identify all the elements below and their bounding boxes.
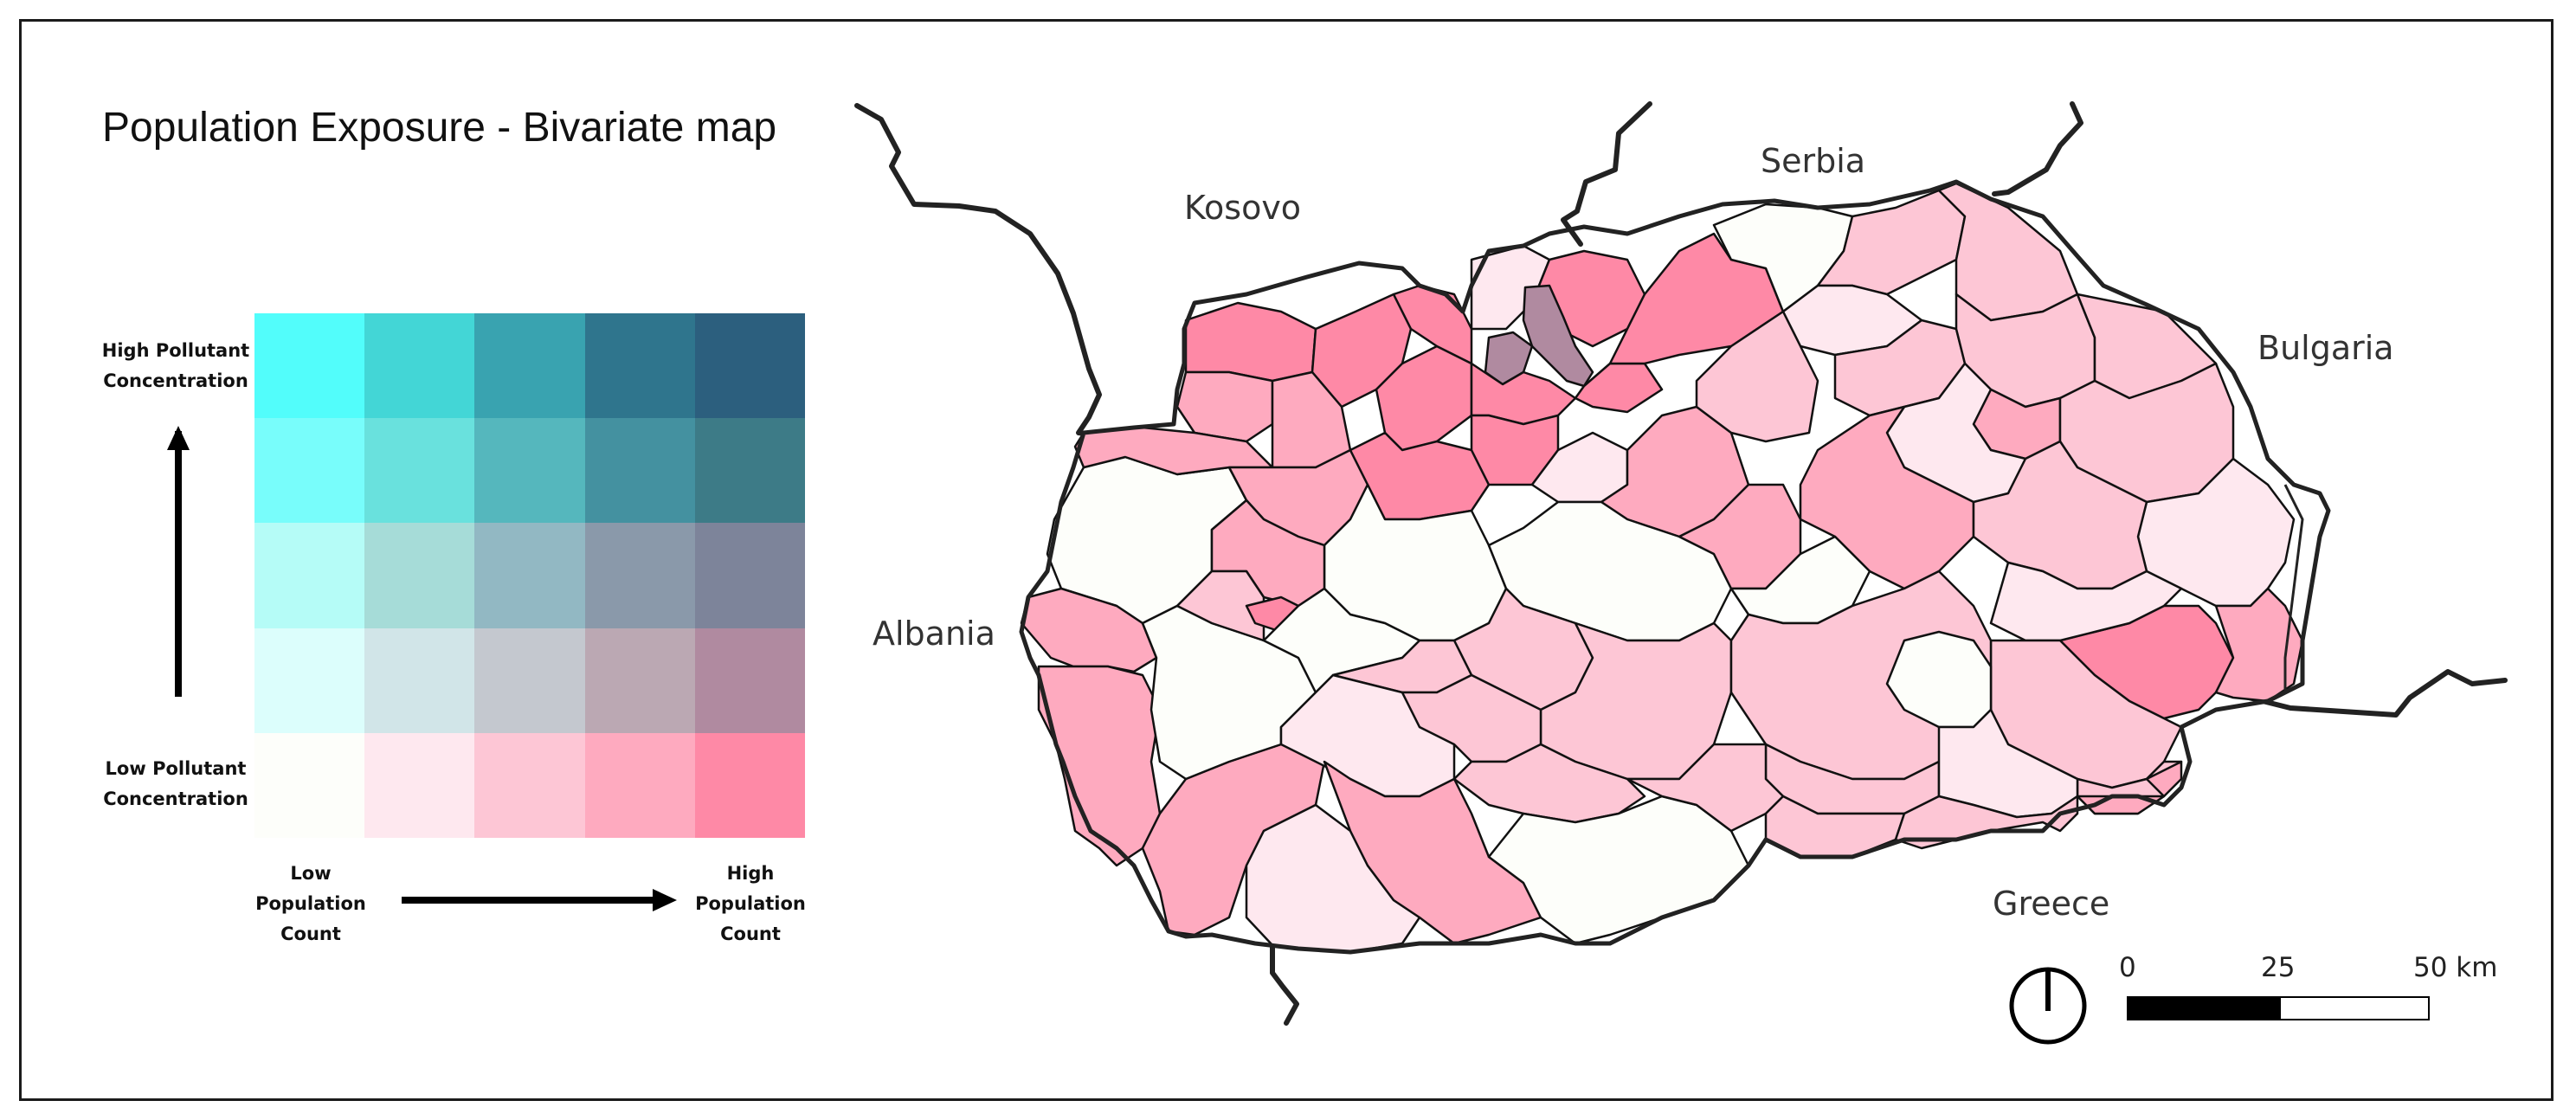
country-outline-east-inner bbox=[2283, 484, 2304, 692]
country-label-serbia: Serbia bbox=[1761, 142, 1866, 180]
legend-cell bbox=[474, 732, 585, 838]
map-frame bbox=[19, 19, 2553, 1101]
legend-cell bbox=[584, 628, 695, 733]
legend-cell bbox=[364, 523, 475, 628]
legend-cell bbox=[254, 628, 365, 733]
scale-label-0: 0 bbox=[2119, 952, 2136, 983]
municipality-s-4 bbox=[1894, 795, 2079, 850]
legend-cell bbox=[254, 523, 365, 628]
country-label-greece: Greece bbox=[1993, 885, 2110, 923]
legend-cell bbox=[694, 628, 805, 733]
scale-label-50: 50 km bbox=[2413, 952, 2498, 983]
legend-cell bbox=[584, 313, 695, 419]
legend-cell bbox=[694, 523, 805, 628]
legend-cell bbox=[694, 418, 805, 524]
country-label-kosovo: Kosovo bbox=[1184, 189, 1302, 227]
scale-bar bbox=[2127, 996, 2430, 1020]
municipalities bbox=[1020, 182, 2304, 954]
country-outline bbox=[1019, 179, 2331, 955]
legend-cell bbox=[474, 523, 585, 628]
legend-x-low-label: Low Population Count bbox=[255, 863, 366, 944]
legend-cell bbox=[364, 628, 475, 733]
country-label-albania: Albania bbox=[873, 615, 995, 653]
legend-cell bbox=[254, 313, 365, 419]
legend-cell bbox=[364, 732, 475, 838]
neighbor-borders bbox=[854, 101, 2508, 1026]
municipality-nw-1 bbox=[1184, 301, 1317, 383]
legend-y-low-label: Low Pollutant Concentration bbox=[103, 758, 248, 809]
legend-y-arrowhead bbox=[167, 426, 190, 450]
legend-cell bbox=[584, 418, 695, 524]
municipality-e-4 bbox=[2214, 587, 2304, 703]
legend-cell bbox=[474, 313, 585, 419]
map-title: Population Exposure - Bivariate map bbox=[102, 105, 777, 151]
scale-label-25: 25 bbox=[2261, 952, 2296, 983]
legend-cell bbox=[364, 418, 475, 524]
municipality-c-3 bbox=[1678, 483, 1802, 590]
legend-cell bbox=[694, 732, 805, 838]
municipality-n-2 bbox=[1816, 189, 1967, 296]
legend-x-arrowhead bbox=[653, 889, 677, 911]
municipality-n-5 bbox=[1695, 310, 1819, 443]
bivariate-legend-grid bbox=[254, 313, 805, 838]
legend-x-high-label: High Population Count bbox=[695, 863, 806, 944]
legend-cell bbox=[474, 418, 585, 524]
legend-cell bbox=[254, 418, 365, 524]
legend-cell bbox=[254, 732, 365, 838]
north-arrow-icon bbox=[2009, 967, 2087, 1045]
legend-cell bbox=[694, 313, 805, 419]
legend-cell bbox=[584, 732, 695, 838]
municipality-nw-3 bbox=[1175, 370, 1274, 443]
legend-cell bbox=[364, 313, 475, 419]
municipality-west-2 bbox=[1020, 587, 1158, 673]
legend-cell bbox=[584, 523, 695, 628]
legend-y-high-label: High Pollutant Concentration bbox=[101, 340, 250, 391]
municipality-sw-9 bbox=[1452, 743, 1646, 824]
country-label-bulgaria: Bulgaria bbox=[2257, 329, 2394, 367]
municipality-sw-8 bbox=[1323, 760, 1542, 945]
legend-cell bbox=[474, 628, 585, 733]
